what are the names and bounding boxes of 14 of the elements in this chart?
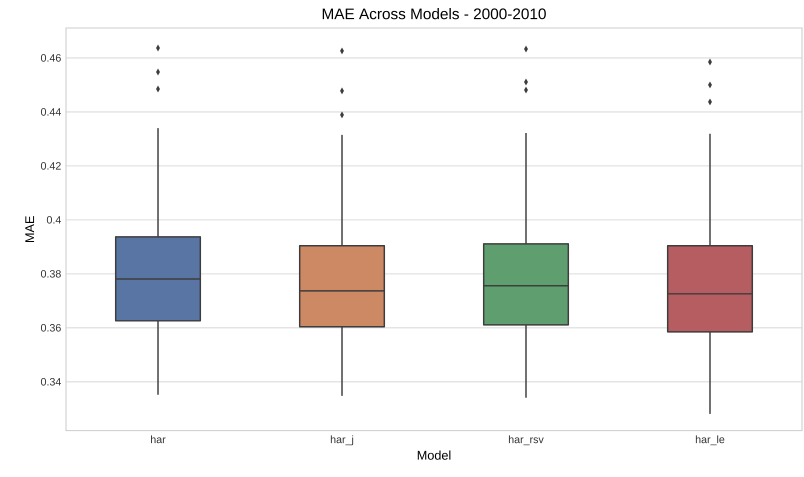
y-tick-label: 0.34 — [40, 378, 61, 386]
x-tick-label: har_le — [696, 435, 724, 446]
y-tick-label: 0.38 — [40, 270, 61, 278]
y-tick-label: 0.46 — [40, 54, 61, 62]
x-tick-label: har_rsv — [508, 435, 544, 446]
y-tick-label: 0.4 — [46, 216, 61, 224]
y-axis-title: MAE — [25, 216, 34, 242]
y-tick-label: 0.36 — [40, 324, 61, 332]
x-tick-label: har — [151, 435, 166, 444]
y-tick-label: 0.44 — [40, 108, 61, 116]
x-tick-label: har_j — [330, 435, 354, 446]
y-tick-label: 0.42 — [40, 162, 61, 170]
x-axis-title: Model — [418, 450, 450, 460]
chart-title: MAE Across Models - 2000-2010 — [322, 8, 546, 20]
